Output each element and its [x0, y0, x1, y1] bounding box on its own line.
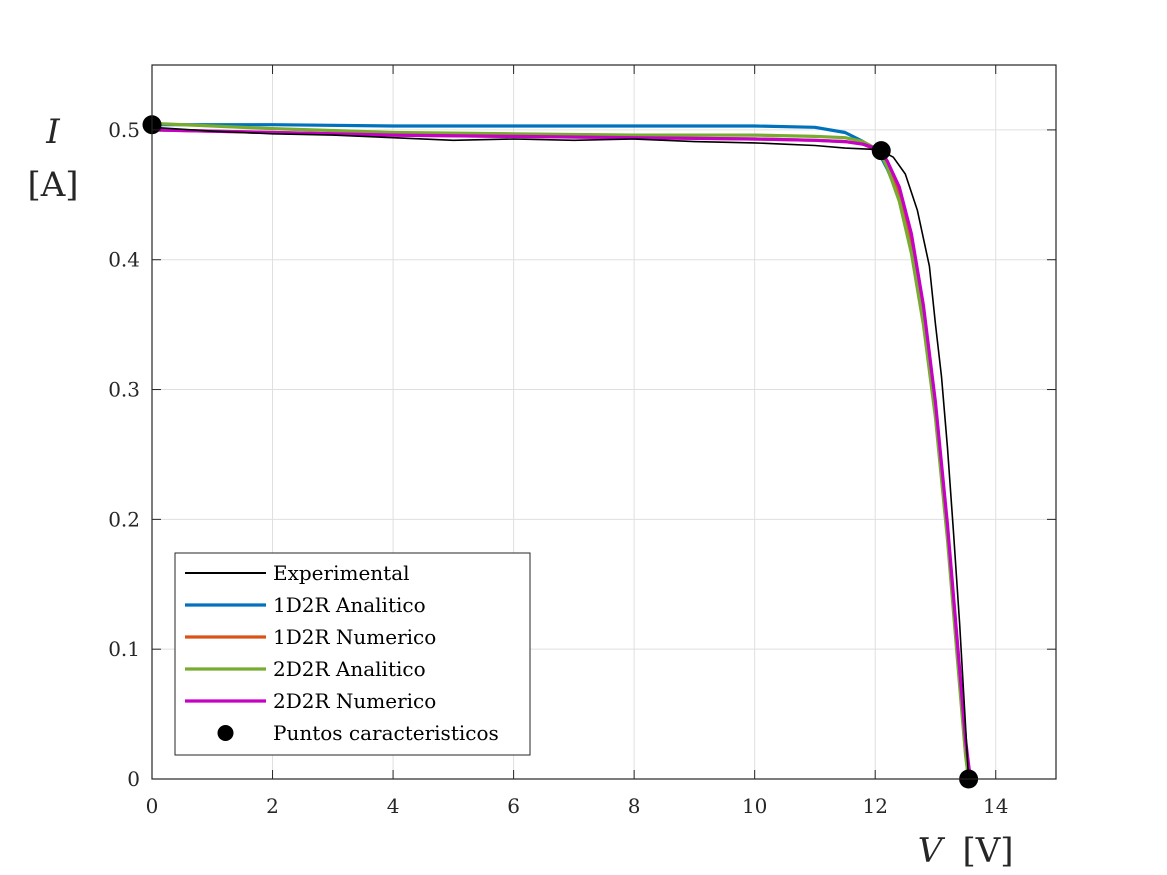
y-tick-label: 0.5	[108, 118, 140, 142]
legend-label: 2D2R Analitico	[273, 657, 426, 681]
legend-box	[174, 552, 531, 756]
x-tick-label: 10	[742, 794, 767, 818]
x-tick-label: 12	[862, 794, 887, 818]
x-tick-label: 4	[387, 794, 400, 818]
y-axis-symbol: I	[45, 112, 60, 152]
legend-label: Puntos caracteristicos	[273, 721, 499, 745]
series-line	[151, 126, 970, 780]
x-tick-label: 0	[146, 794, 159, 818]
legend-label: 1D2R Analitico	[273, 593, 426, 617]
y-tick-label: 0	[127, 767, 140, 791]
x-axis-unit: [V]	[962, 831, 1013, 871]
y-axis-unit: [A]	[27, 165, 78, 205]
y-tick-labels: 0 0.1 0.2 0.3 0.4 0.5	[108, 118, 140, 791]
y-tick-label: 0.1	[108, 637, 140, 661]
characteristic-point	[871, 141, 891, 161]
y-tick-label: 0.2	[108, 507, 140, 531]
legend: Experimental 1D2R Analitico 1D2R Numerico 2…	[174, 552, 531, 756]
x-tick-label: 2	[266, 794, 279, 818]
x-tick-label: 6	[507, 794, 520, 818]
legend-label: 2D2R Numerico	[273, 689, 436, 713]
y-tick-label: 0.4	[108, 248, 140, 272]
y-tick-label: 0.3	[108, 378, 140, 402]
axis-ticks	[151, 65, 1056, 780]
legend-label: Experimental	[273, 561, 410, 585]
legend-marker	[217, 725, 234, 741]
x-tick-labels: 0 2 4 6 8 10 12 14	[146, 794, 1009, 818]
x-axis-symbol: V	[918, 831, 946, 871]
x-tick-label: 14	[983, 794, 1008, 818]
plot-box	[151, 64, 1057, 780]
legend-label: 1D2R Numerico	[273, 625, 436, 649]
x-tick-label: 8	[628, 794, 641, 818]
grid-lines	[151, 65, 1056, 780]
